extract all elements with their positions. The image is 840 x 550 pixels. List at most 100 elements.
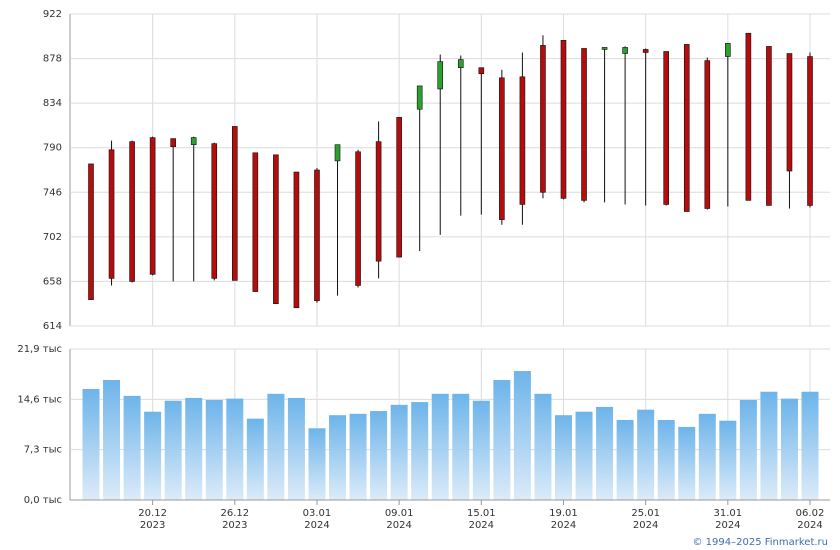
volume-bar xyxy=(616,420,634,500)
y-tick-label: 922 xyxy=(43,9,62,20)
x-tick-year: 2024 xyxy=(633,520,658,531)
volume-bar xyxy=(390,404,408,500)
candle-body xyxy=(519,76,526,205)
candle-body xyxy=(622,47,628,54)
y-tick-label: 834 xyxy=(43,98,62,109)
candle-body xyxy=(499,77,505,220)
volume-bar xyxy=(226,398,244,500)
volume-bar xyxy=(493,380,511,500)
candle-body xyxy=(437,61,444,90)
candle-body xyxy=(190,137,197,145)
volume-bar xyxy=(760,391,778,500)
volume-bar xyxy=(554,415,572,500)
x-tick-label: 25.01 xyxy=(631,508,660,519)
x-tick-label: 15.01 xyxy=(467,508,496,519)
volume-bar xyxy=(349,413,367,500)
candle-body xyxy=(170,138,176,148)
candle-body xyxy=(314,169,320,301)
x-tick-label: 31.01 xyxy=(714,508,743,519)
volume-bar xyxy=(123,395,141,500)
candle-body xyxy=(663,51,670,205)
x-tick-label: 09.01 xyxy=(385,508,414,519)
candle-body xyxy=(108,149,115,279)
volume-bar xyxy=(452,393,470,500)
volume-bar xyxy=(329,415,347,500)
volume-bar xyxy=(657,420,675,500)
volume-bar xyxy=(287,397,305,500)
volume-bar xyxy=(267,393,285,500)
footer: © 1994–2025 Finmarket.ru xyxy=(692,537,828,548)
volume-bar xyxy=(431,393,449,500)
volume-bar xyxy=(411,402,429,500)
candle-body xyxy=(88,163,94,300)
y-tick-label: 790 xyxy=(43,143,62,154)
candle-body xyxy=(396,117,402,258)
y-tick-label: 702 xyxy=(43,232,62,243)
candle-body xyxy=(683,44,690,212)
y-tick-label: 878 xyxy=(43,54,62,65)
candle-body xyxy=(807,56,813,206)
volume-bar xyxy=(308,428,326,500)
volume-bar xyxy=(596,406,614,500)
y-tick-label: 14,6 тыс xyxy=(17,394,62,405)
candle-body xyxy=(540,45,546,193)
x-tick-label: 19.01 xyxy=(549,508,578,519)
x-tick-year: 2024 xyxy=(386,520,411,531)
volume-bar xyxy=(780,398,798,500)
volume-bar xyxy=(144,411,162,500)
x-tick-year: 2023 xyxy=(222,520,247,531)
volume-bar xyxy=(472,400,490,500)
volume-bar xyxy=(678,426,696,500)
y-tick-label: 614 xyxy=(43,321,62,332)
volume-bar xyxy=(534,393,552,500)
y-tick-label: 658 xyxy=(43,276,62,287)
candle-body xyxy=(355,151,361,286)
volume-bar xyxy=(103,380,121,500)
volume-bar xyxy=(205,400,223,500)
candle-body xyxy=(211,143,218,279)
x-tick-year: 2024 xyxy=(469,520,494,531)
candle-body xyxy=(416,85,423,110)
candle-body xyxy=(642,49,649,53)
candle-body xyxy=(334,144,341,162)
y-tick-label: 0,0 тыс xyxy=(24,495,62,506)
volume-bar xyxy=(801,391,819,500)
x-tick-label: 06.02 xyxy=(796,508,825,519)
volume-bar xyxy=(513,371,531,500)
candle-body xyxy=(601,47,608,50)
x-tick-label: 26.12 xyxy=(220,508,249,519)
candle-body xyxy=(293,171,300,309)
candle-body xyxy=(766,46,772,206)
candle-body xyxy=(704,60,711,209)
volume-bar xyxy=(637,409,655,500)
candle-body xyxy=(252,152,259,292)
volume-bar xyxy=(370,411,388,500)
candle-body xyxy=(149,137,156,275)
x-tick-label: 20.12 xyxy=(138,508,167,519)
volume-bar xyxy=(739,400,757,500)
candle-body xyxy=(581,48,587,201)
y-tick-label: 746 xyxy=(43,187,62,198)
candle-body xyxy=(273,154,279,305)
candle-body xyxy=(725,43,731,57)
y-tick-label: 21,9 тыс xyxy=(17,344,62,355)
candle-body xyxy=(478,67,485,75)
candle-body xyxy=(745,32,752,201)
volume-bar xyxy=(575,411,593,500)
volume-bar xyxy=(164,400,182,500)
volume-bar xyxy=(185,397,203,500)
candle-body xyxy=(232,126,238,281)
candle-body xyxy=(129,141,135,282)
volume-bar xyxy=(698,413,716,500)
y-tick-label: 7,3 тыс xyxy=(24,445,62,456)
x-tick-year: 2024 xyxy=(797,520,822,531)
x-tick-label: 03.01 xyxy=(303,508,332,519)
candle-body xyxy=(786,53,793,172)
x-tick-year: 2024 xyxy=(551,520,576,531)
candle-body xyxy=(560,40,567,199)
x-tick-year: 2023 xyxy=(140,520,165,531)
candle-body xyxy=(457,59,464,68)
x-tick-year: 2024 xyxy=(304,520,329,531)
volume-bar xyxy=(82,388,100,500)
